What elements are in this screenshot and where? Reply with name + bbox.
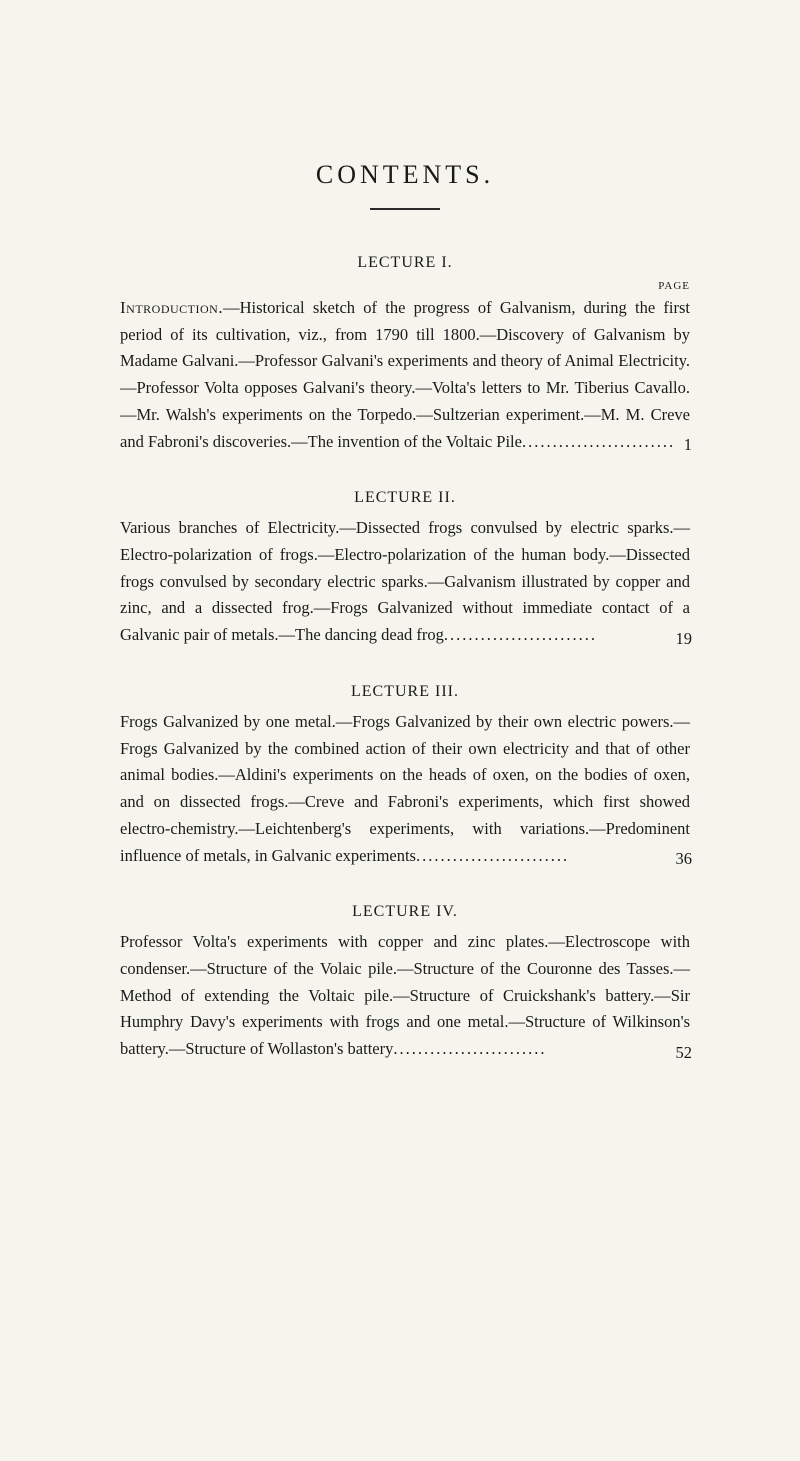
leader-dots [393, 1039, 546, 1058]
toc-entry-4: Professor Volta's experiments with coppe… [120, 929, 690, 1063]
toc-entry-text-4: Professor Volta's experiments with coppe… [120, 929, 690, 1063]
toc-entry-1: Introduction.—Historical sketch of the p… [120, 294, 690, 455]
toc-page-4: 52 [676, 1043, 693, 1063]
leader-dots [416, 846, 569, 865]
toc-entry-text-1: Introduction.—Historical sketch of the p… [120, 294, 690, 455]
entry-body-3: Frogs Galvanized by one metal.—Frogs Gal… [120, 712, 690, 865]
contents-page: CONTENTS. LECTURE I. PAGE Introduction.—… [0, 0, 800, 1461]
toc-page-3: 36 [676, 849, 693, 869]
leader-dots [444, 625, 597, 644]
entry-body-1: —Historical sketch of the progress of Ga… [120, 298, 690, 451]
toc-entry-2: Various branches of Electricity.—Dissect… [120, 515, 690, 649]
lecture-heading-4: LECTURE IV. [120, 903, 690, 921]
page-title: CONTENTS. [120, 160, 690, 190]
toc-entry-text-2: Various branches of Electricity.—Dissect… [120, 515, 690, 649]
toc-page-2: 19 [676, 629, 693, 649]
lecture-heading-3: LECTURE III. [120, 683, 690, 701]
toc-entry-text-3: Frogs Galvanized by one metal.—Frogs Gal… [120, 709, 690, 869]
leader-dots [522, 432, 675, 451]
title-rule [370, 208, 440, 210]
lecture-heading-1: LECTURE I. [120, 254, 690, 272]
lecture-heading-2: LECTURE II. [120, 489, 690, 507]
toc-page-1: 1 [684, 435, 692, 455]
entry-body-2: Various branches of Electricity.—Dissect… [120, 518, 690, 644]
entry-lead-1: Introduction. [120, 298, 223, 317]
toc-entry-3: Frogs Galvanized by one metal.—Frogs Gal… [120, 709, 690, 869]
page-label: PAGE [120, 280, 690, 292]
